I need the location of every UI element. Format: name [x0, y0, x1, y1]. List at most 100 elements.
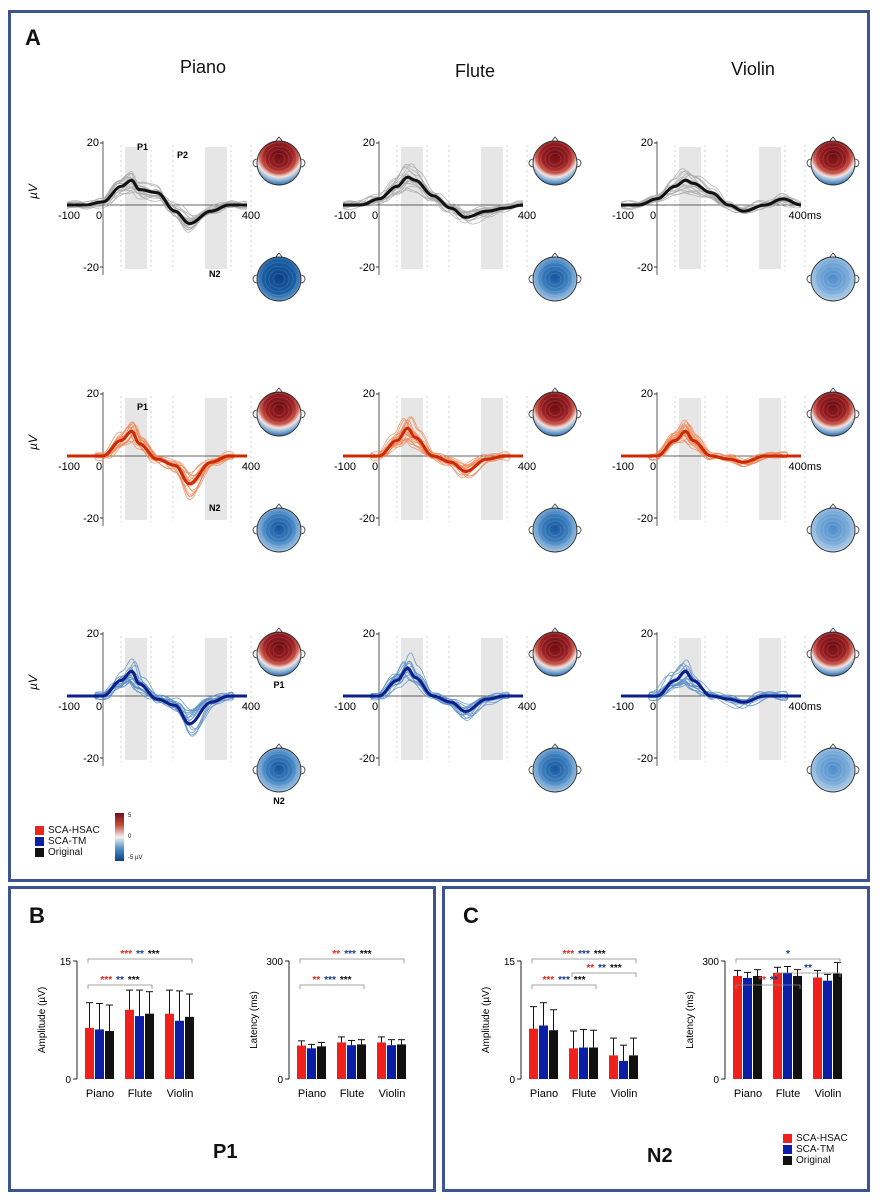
contour-line	[272, 644, 286, 656]
erp-plot-violin-sca-hsac: 20 -20 -100 0 400ms	[612, 387, 860, 553]
significance-bracket	[735, 984, 801, 989]
y-axis-unit: µV	[26, 434, 40, 450]
significance-stars: *** *** ***	[542, 975, 585, 986]
significance-stars: ********	[120, 949, 159, 960]
panel-b: B 15 0 Amplitude (µV) Piano Flute Violin *** **…	[8, 886, 436, 1192]
contour-line	[826, 153, 840, 165]
category-label: Violin	[611, 1088, 638, 1100]
y-tick-label: -20	[359, 513, 375, 525]
contour-line	[272, 764, 286, 776]
contour-line	[264, 145, 294, 173]
contour-line	[540, 145, 570, 173]
significance-star-blue: ***	[324, 975, 336, 986]
bar-sca-hsac	[569, 1048, 578, 1079]
y-tick-label: 15	[60, 957, 72, 968]
bar-sca-hsac	[125, 1009, 134, 1079]
significance-star-blue: ***	[344, 949, 356, 960]
contour-line	[814, 393, 852, 427]
contour-line	[268, 400, 290, 420]
x-tick-label: 0	[96, 701, 102, 713]
significance-star-black: ***	[148, 949, 160, 960]
contour-line	[544, 760, 566, 780]
topomap-positive	[528, 387, 582, 437]
significance-star-blue: **	[770, 975, 778, 986]
x-tick-label: 0	[650, 701, 656, 713]
p1-window	[679, 398, 701, 520]
contour-line	[826, 644, 840, 656]
contour-line	[818, 145, 848, 173]
x-tick-label: -100	[612, 701, 634, 713]
contour-line	[814, 753, 852, 787]
scalp	[532, 256, 578, 302]
contour-line	[260, 262, 298, 296]
y-tick-label: -20	[83, 753, 99, 765]
contour-line	[536, 262, 574, 296]
contour-line	[264, 636, 294, 664]
legend-label: SCA-HSAC	[796, 1133, 848, 1144]
topomap-negative	[252, 743, 306, 793]
contour-line	[264, 756, 294, 784]
category-label: Flute	[572, 1088, 596, 1100]
contour-line	[260, 513, 298, 547]
contour-line	[814, 633, 852, 667]
column-title-piano: Piano	[179, 57, 227, 77]
bar-sca-hsac	[297, 1045, 306, 1079]
topomap-negative	[528, 252, 582, 302]
significance-bracket	[299, 958, 405, 963]
contour-line	[822, 400, 844, 420]
significance-bracket	[531, 958, 637, 963]
significance-star-black: ***	[128, 975, 140, 986]
n2-window	[759, 398, 781, 520]
x-tick-label: 0	[650, 210, 656, 222]
scalp	[532, 631, 578, 677]
x-tick-label: -100	[612, 461, 634, 473]
y-tick-label: 300	[702, 957, 719, 968]
contour-line	[822, 269, 844, 289]
bar-original	[753, 975, 762, 1079]
bar-original	[357, 1044, 366, 1079]
peak-label-n2: N2	[209, 269, 221, 279]
contour-line	[548, 764, 562, 776]
significance-star-black: ***	[610, 963, 622, 974]
grand-average-trace	[621, 178, 802, 213]
significance-bracket	[87, 984, 153, 989]
y-tick-label: 20	[363, 628, 375, 640]
bar-original	[185, 1016, 194, 1079]
y-tick-label: -20	[83, 513, 99, 525]
significance-stars: ********	[100, 975, 139, 986]
contour-line	[814, 513, 852, 547]
y-tick-label: 20	[641, 388, 653, 400]
significance-star-black: ***	[340, 975, 352, 986]
category-label: Flute	[128, 1088, 152, 1100]
x-tick-label: 400	[242, 701, 260, 713]
y-tick-label: 0	[509, 1075, 515, 1086]
bar-sca-tm	[347, 1045, 356, 1079]
contour-line	[540, 516, 570, 544]
significance-star-red: **	[332, 949, 340, 960]
x-tick-label: 0	[372, 210, 378, 222]
x-tick-label: 0	[96, 461, 102, 473]
peak-label-n2: N2	[209, 503, 221, 513]
grand-average-trace	[621, 429, 801, 464]
bar-original	[629, 1055, 638, 1079]
colorbar-mid: 0	[128, 834, 132, 840]
contour-line	[818, 756, 848, 784]
scalp	[532, 747, 578, 793]
legend-swatch-original	[783, 1156, 792, 1165]
x-tick-label: 400	[518, 701, 536, 713]
significance-stars: ********	[332, 949, 371, 960]
p1-window	[125, 638, 147, 760]
panel-label: C	[463, 903, 479, 928]
column-title-violin: Violin	[731, 59, 775, 79]
x-tick-label: 400ms	[788, 461, 822, 473]
significance-bracket	[775, 972, 841, 977]
significance-stars: ** **	[758, 975, 778, 986]
y-tick-label: 0	[713, 1075, 719, 1086]
contour-line	[264, 396, 294, 424]
category-label: Violin	[815, 1088, 842, 1100]
y-tick-label: 0	[65, 1075, 71, 1086]
contour-line	[818, 636, 848, 664]
